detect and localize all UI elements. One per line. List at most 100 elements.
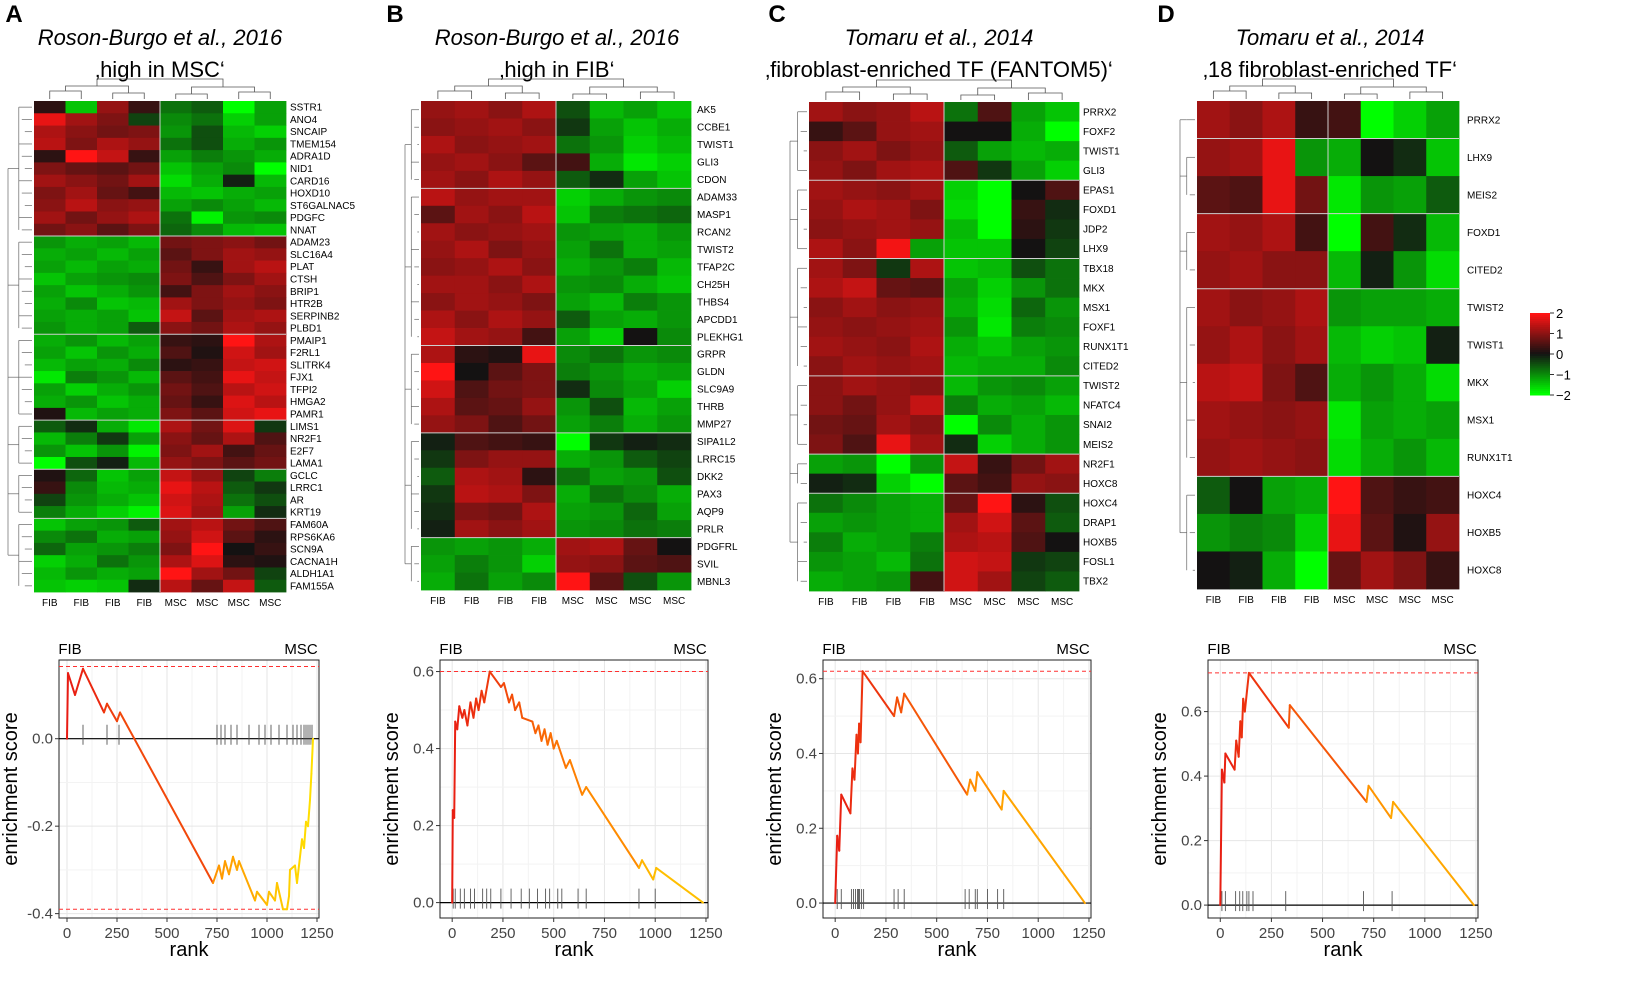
gene-label: SLC16A4 [290,250,333,261]
heatmap-cell [1045,473,1080,494]
heatmap-cell [191,407,224,421]
heatmap-cell [1011,317,1046,338]
gene-label: SVIL [697,559,719,570]
row-dendrogram [1179,119,1195,571]
heatmap-cell [657,293,692,311]
heatmap-cell [34,150,66,163]
heatmap-cell [1295,288,1329,327]
heatmap-cell [589,380,624,399]
heatmap-cell [1011,395,1046,416]
gene-label: PLBD1 [290,324,322,335]
heatmap [1197,101,1460,590]
heatmap-cell [657,415,692,434]
heatmap-cell [977,258,1012,279]
heatmap-cell [1045,121,1080,142]
heatmap-cell [522,275,557,294]
heatmap-cell [128,530,161,544]
heatmap-cell [809,219,844,240]
heatmap-cell [191,346,224,360]
panel-letter: C [768,1,785,28]
heatmap-cell [1262,251,1296,290]
heatmap-cell [223,395,255,409]
heatmap-cell [1229,101,1263,139]
enrichment-curve-segment [637,859,644,869]
heatmap-cell [1426,551,1460,590]
heatmap-cell [977,336,1012,357]
heatmap-cell [657,240,692,259]
heatmap-cell [1045,434,1080,455]
heatmap-cell [160,272,192,286]
heatmap-cell [876,493,911,514]
heatmap-cell [809,571,844,592]
gene-label: LRRC15 [697,455,736,466]
heatmap-cell [160,432,192,446]
heatmap-cell [1011,141,1046,162]
column-label: MSC [950,597,972,608]
color-scale-step [1530,366,1550,369]
heatmap-cell [910,512,945,533]
heatmap-cell [488,188,523,207]
enrichment-curve-segment [238,860,256,902]
panel-a: A Roson-Burgo et al., 2016 ‚high in MSC‘ SS… [0,1,355,961]
gene-label: FAM60A [290,520,329,531]
heatmap-cell [160,506,192,519]
heatmap-cell [623,345,658,364]
heatmap-cell [254,162,287,176]
x-tick-label: 250 [1259,925,1284,942]
column-label: MSC [1017,597,1039,608]
heatmap-cell [160,481,192,495]
gene-label: FOXD1 [1467,228,1501,239]
y-tick-label: 0.6 [796,671,817,688]
gene-label: CITED2 [1083,362,1119,373]
heatmap-cell [223,530,255,544]
gene-label: TMEM154 [290,139,337,150]
x-tick-label: 1250 [689,925,722,942]
heatmap-cell [944,434,979,455]
heatmap-cell [1011,375,1046,396]
heatmap-cell [910,454,945,475]
gene-label: ADRA1D [290,152,331,163]
heatmap-cell [65,199,98,212]
heatmap-cell [657,485,692,504]
heatmap-cell [254,297,287,311]
gene-label: TFPI2 [290,385,318,396]
heatmap-cell [421,502,456,521]
y-tick-label: -0.4 [27,906,53,923]
heatmap-cell [1360,551,1394,590]
heatmap-cell [254,432,287,446]
heatmap-cell [589,135,624,154]
heatmap-cell [623,362,658,381]
heatmap-cell [657,467,692,486]
heatmap-cell [910,551,945,572]
heatmap-cell [191,555,224,568]
heatmap-cell [65,481,98,495]
heatmap-cell [254,542,287,556]
column-label: FIB [73,598,89,609]
heatmap-cell [657,397,692,416]
heatmap-cell [1426,213,1460,252]
heatmap-cell [1360,476,1394,515]
heatmap-cell [623,520,658,538]
heatmap-cell [589,485,624,504]
heatmap-cell [1360,138,1394,177]
heatmap-cell [522,223,557,242]
heatmap-cell [842,434,877,455]
heatmap-cell [454,345,489,364]
gene-label: AR [290,495,304,506]
heatmap-cell [1295,363,1329,402]
heatmap-cell [1328,326,1362,365]
heatmap-cell [421,450,456,469]
heatmap-cell [128,542,161,556]
heatmap-cell [556,223,591,242]
heatmap-cell [522,555,557,573]
heatmap-cell [1295,101,1329,139]
color-scale-step [1530,347,1550,351]
heatmap-cell [556,397,591,416]
color-scale-step [1530,313,1550,316]
gene-label: LHX9 [1083,244,1108,255]
heatmap-cell [65,162,98,176]
heatmap-cell [1426,476,1460,515]
gene-label: MASP1 [697,210,731,221]
heatmap-cell [876,532,911,553]
heatmap-cell [1197,288,1231,327]
